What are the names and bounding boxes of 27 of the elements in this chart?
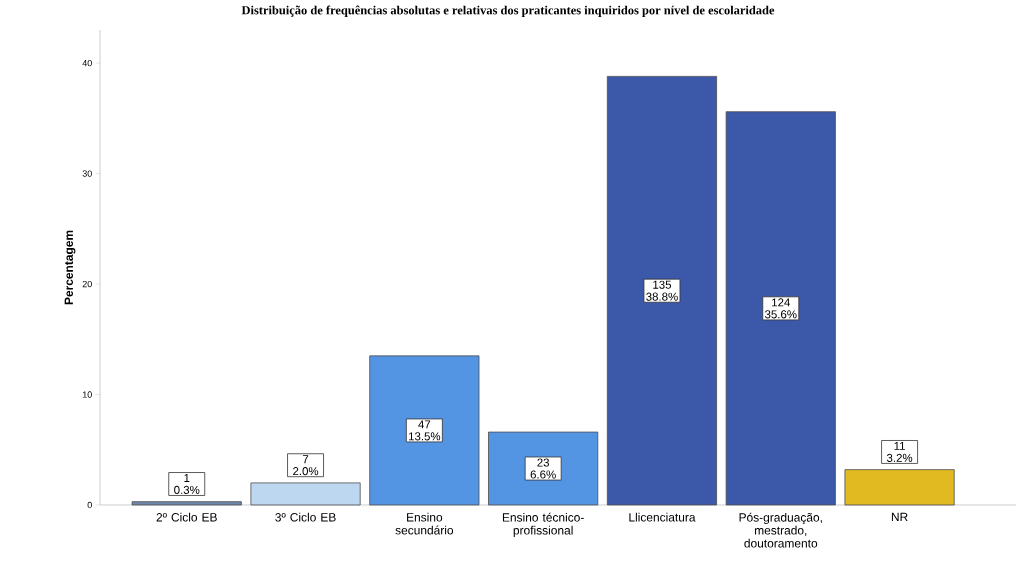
data-label: 47 13.5% — [408, 420, 441, 441]
data-label: 23 6.6% — [530, 458, 556, 479]
x-tick-label: Llicenciatura — [629, 512, 696, 522]
y-tick-label: 40 — [82, 59, 92, 67]
x-tick-label: Ensino técnico-profissional — [502, 512, 584, 537]
data-label: 135 38.8% — [646, 280, 678, 301]
x-tick-label: 3º Ciclo EB — [275, 512, 336, 522]
bar — [606, 75, 718, 506]
data-label: 11 3.2% — [886, 441, 913, 462]
bar — [725, 111, 836, 506]
x-tick-label: NR — [891, 512, 908, 521]
y-tick-label: 30 — [82, 170, 92, 177]
y-tick-label: 10 — [82, 391, 92, 398]
y-axis-title: Percentagem — [64, 230, 76, 305]
data-label: 7 2.0% — [293, 455, 319, 476]
x-tick-label: 2º Ciclo EB — [156, 512, 217, 522]
y-tick-label: 0 — [87, 501, 92, 509]
data-label: 1 0.3% — [174, 474, 200, 494]
y-tick-label: 20 — [82, 280, 92, 288]
x-tick-label: Pós-graduação, mestrado, doutoramento — [739, 512, 822, 548]
bar — [844, 469, 955, 506]
x-tick-label: Ensino secundário — [395, 512, 454, 535]
bar — [250, 482, 361, 506]
data-label: 124 35.6% — [764, 298, 797, 319]
bar — [369, 355, 480, 506]
bar — [131, 501, 242, 506]
chart-title: Distribuição de frequências absolutas e relativas dos praticantes inquiridos por nível de escolaridade — [241, 5, 775, 17]
